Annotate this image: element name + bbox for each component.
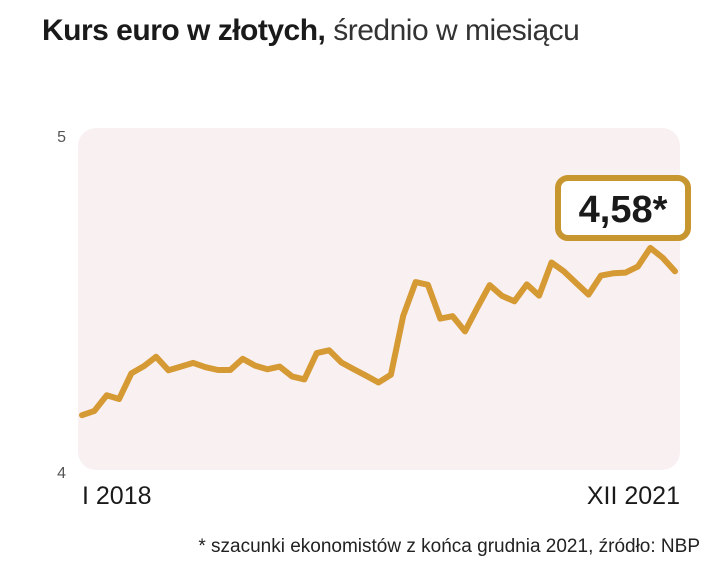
y-tick-label-top: 5 — [57, 129, 66, 146]
line-chart: 5 4 4,58* I 2018 XII 2021 — [57, 128, 691, 510]
value-callout-box — [555, 175, 691, 241]
y-tick-label-bottom: 4 — [57, 465, 66, 482]
plot-background — [78, 128, 680, 470]
value-callout: 4,58* — [555, 175, 691, 241]
chart-title-subtitle: średnio w miesiącu — [333, 14, 580, 47]
x-label-start: I 2018 — [82, 482, 152, 510]
footnote: * szacunki ekonomistów z końca grudnia 2… — [198, 536, 700, 557]
chart-title: Kurs euro w złotych, średnio w miesiącu — [42, 14, 580, 48]
x-label-end: XII 2021 — [587, 482, 680, 510]
series-line — [79, 244, 678, 419]
chart-title-bold: Kurs euro w złotych, — [42, 14, 326, 47]
value-callout-label: 4,58* — [579, 189, 668, 231]
